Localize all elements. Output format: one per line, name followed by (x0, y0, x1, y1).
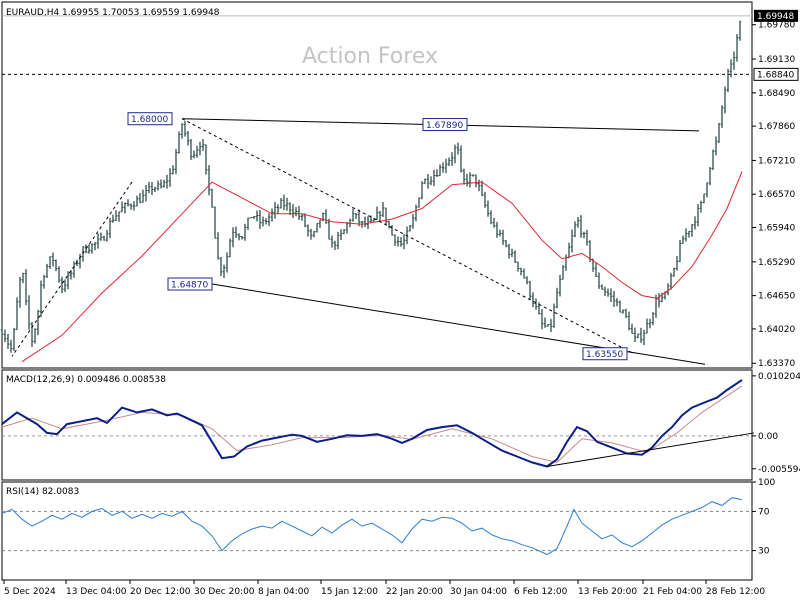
time-tick-label: 15 Jan 12:00 (321, 587, 378, 597)
price-tick-label: 1.68490 (758, 89, 795, 99)
trendline-dashed (181, 118, 635, 355)
macd-layer: 0.010204 0.00 -0.005594 (1, 372, 800, 475)
time-tick-label: 13 Dec 04:00 (66, 587, 127, 597)
price-annotation-label: 1.67890 (426, 121, 463, 131)
price-annotation-box (167, 277, 213, 291)
time-tick-label: 28 Feb 12:00 (706, 587, 765, 597)
price-annotation-box (582, 347, 628, 361)
macd-panel-frame (1, 369, 753, 481)
time-tick-label: 5 Dec 2024 (4, 587, 56, 597)
rsi-tick-label: 30 (758, 547, 770, 557)
rsi-title: RSI(14) 82.0083 (6, 487, 79, 497)
time-tick-label: 13 Feb 20:00 (578, 587, 637, 597)
time-tick-label: 8 Jan 04:00 (258, 587, 310, 597)
price-annotation-label: 1.64870 (171, 281, 208, 291)
rsi-panel-frame (1, 481, 753, 581)
price-tick-label: 1.67210 (758, 156, 795, 166)
macd-tick-label: -0.005594 (758, 465, 800, 475)
macd-title: MACD(12,26,9) 0.009486 0.008538 (6, 375, 166, 385)
time-tick-label: 30 Dec 20:00 (194, 587, 255, 597)
price-tick-label: 1.63370 (758, 359, 795, 369)
last-price-label: 1.69948 (757, 12, 794, 22)
chart-header: EURAUD,H4 1.69955 1.70053 1.69559 1.6994… (6, 8, 220, 18)
rsi-tick-label: 100 (758, 478, 775, 488)
time-axis: 5 Dec 2024 13 Dec 04:00 20 Dec 12:00 30 Dec… (3, 580, 765, 597)
price-tick-label: 1.69780 (758, 21, 795, 31)
time-tick-label: 6 Feb 12:00 (514, 587, 568, 597)
price-panel-frame (1, 1, 753, 369)
macd-line (1, 379, 743, 468)
reference-level-label: 1.68840 (757, 70, 794, 80)
rsi-tick-label: 70 (758, 507, 770, 517)
moving-average (21, 171, 743, 363)
price-tick-label: 1.69130 (758, 55, 795, 65)
price-annotation-box (422, 118, 468, 132)
time-tick-label: 22 Jan 20:00 (386, 587, 443, 597)
macd-tick-label: 0.010204 (758, 372, 800, 382)
price-annotation-box (127, 112, 173, 126)
price-axis: 1.69780 1.69130 1.68490 1.67860 1.67210 1.665… (752, 9, 799, 369)
time-tick-label: 30 Jan 04:00 (450, 587, 507, 597)
price-candles (0, 20, 742, 353)
price-annotations: 1.68000 1.64870 1.67890 1.63550 (127, 112, 628, 361)
price-tick-label: 1.65290 (758, 258, 795, 268)
macd-tick-label: 0.00 (758, 432, 778, 442)
price-tick-label: 1.64650 (758, 292, 795, 302)
price-tick-label: 1.67860 (758, 122, 795, 132)
price-tick-label: 1.64020 (758, 325, 795, 335)
time-tick-label: 20 Dec 12:00 (130, 587, 191, 597)
price-tick-label: 1.66570 (758, 190, 795, 200)
time-tick-label: 21 Feb 04:00 (643, 587, 702, 597)
macd-trendline (546, 432, 755, 467)
price-gridlines (2, 15, 752, 75)
rsi-line (1, 497, 743, 556)
price-annotation-label: 1.63550 (586, 350, 623, 360)
trendline-dashed (11, 181, 133, 357)
moving-average-line (21, 171, 743, 363)
reference-level-box (753, 67, 799, 81)
last-price-box (754, 9, 798, 22)
price-annotation-label: 1.68000 (131, 115, 168, 125)
watermark: Action Forex (302, 44, 438, 69)
price-tick-label: 1.65940 (758, 224, 795, 234)
rsi-layer: 100 70 30 (1, 478, 775, 557)
